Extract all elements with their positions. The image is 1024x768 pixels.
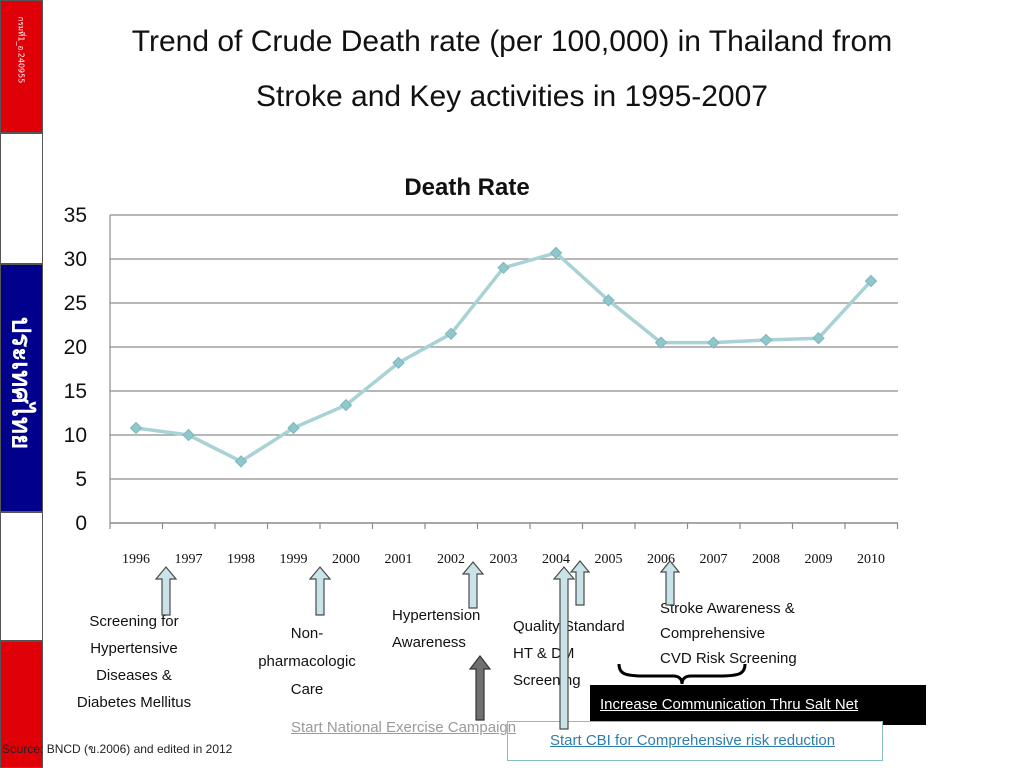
data-point-marker [234, 455, 248, 468]
data-point-marker [392, 356, 405, 370]
y-tick-label: 5 [75, 468, 87, 491]
annotation-line: Care [290, 681, 324, 698]
flag-band-white-top [0, 133, 43, 264]
annotation-line: Diseases & [96, 667, 172, 684]
data-point-marker [339, 398, 353, 412]
x-axis-ticks: 1996 1997 1998 1999 2000 2001 2002 2003 2004 2005… [122, 552, 885, 567]
y-tick-label: 0 [75, 512, 87, 535]
annotation-line: Diabetes Mellitus [76, 694, 192, 711]
annotation-line: Stroke Awareness & [660, 600, 795, 617]
y-tick-label: 15 [64, 380, 87, 403]
x-tick-label: 2008 [752, 552, 780, 567]
annotation-line: Hypertensive [90, 640, 178, 657]
up-arrow-icon [462, 561, 484, 609]
x-axis [109, 215, 899, 529]
x-tick-label: 2001 [385, 552, 413, 567]
x-tick-label: 2007 [700, 552, 728, 567]
slide-title-line-1: Trend of Crude Death rate (per 100,000) … [131, 25, 893, 58]
cbi-banner: Start CBI for Comprehensive risk reducti… [507, 721, 883, 761]
annotation-line: Non- [290, 625, 324, 642]
annotation-line: CVD Risk Screening [660, 650, 797, 667]
x-tick-label: 2003 [490, 552, 518, 567]
thai-flag-sidebar: กรมที่1_อ.240955 ประเทศไทย [0, 0, 43, 768]
annotation-line: Hypertension [392, 607, 481, 624]
exercise-campaign-label: Start National Exercise Campaign [291, 719, 517, 736]
annotation-screening: Screening for Hypertensive Diseases & Di… [64, 608, 204, 716]
data-point-marker [707, 336, 720, 349]
death-rate-line [135, 251, 873, 464]
slide-title-line-2: Stroke and Key activities in 1995-2007 [256, 80, 768, 113]
y-tick-label: 10 [64, 424, 87, 447]
flag-band-red-top [0, 0, 43, 133]
x-tick-label: 2002 [437, 552, 465, 567]
x-tick-label: 1998 [227, 552, 255, 567]
curly-brace [617, 663, 747, 685]
x-tick-label: 2004 [542, 552, 570, 567]
up-arrow-icon [570, 560, 590, 606]
data-point-marker [812, 331, 825, 345]
data-point-marker [497, 261, 510, 275]
x-tick-label: 2000 [332, 552, 360, 567]
data-point-marker [444, 327, 458, 341]
slide-code: กรมที่1_อ.240955 [16, 16, 26, 84]
annotation-line: Screening for [89, 613, 179, 630]
chart-gridlines [110, 214, 898, 480]
data-point-marker [549, 246, 563, 260]
salt-net-banner: Increase Communication Thru Salt Net [590, 685, 926, 725]
annotation-stroke-awareness: Stroke Awareness & Comprehensive CVD Ris… [660, 596, 797, 671]
up-arrow-icon [309, 566, 331, 616]
annotation-line: pharmacologic [258, 653, 356, 670]
y-tick-label: 35 [64, 204, 87, 227]
data-point-marker [602, 294, 615, 307]
data-point-marker [129, 421, 143, 435]
annotation-line: Awareness [392, 634, 466, 651]
y-axis-ticks: 0 5 10 15 20 25 30 35 [64, 204, 87, 535]
annotation-hypertension-awareness: Hypertension Awareness [392, 602, 480, 656]
country-label: ประเทศไทย [5, 316, 36, 450]
data-point-marker [654, 336, 668, 349]
data-point-markers [129, 246, 878, 468]
x-tick-label: 1996 [122, 552, 150, 567]
up-arrow-dark-icon [469, 655, 491, 721]
data-point-marker [182, 428, 195, 442]
y-tick-label: 20 [64, 336, 87, 359]
annotation-line: Quality Standard [513, 618, 625, 635]
up-arrow-icon [553, 566, 575, 730]
y-tick-label: 30 [64, 248, 87, 271]
flag-band-blue [0, 264, 43, 512]
flag-band-white-bottom [0, 512, 43, 641]
source-note: Source: BNCD (ข.2006) and edited in 2012 [2, 742, 233, 756]
data-point-marker [287, 421, 300, 435]
annotation-line: Comprehensive [660, 625, 766, 642]
x-tick-label: 2009 [805, 552, 833, 567]
x-tick-label: 2005 [595, 552, 623, 567]
up-arrow-icon [660, 560, 680, 606]
chart-title: Death Rate [404, 174, 529, 201]
x-tick-label: 2010 [857, 552, 885, 567]
data-point-marker [759, 333, 773, 347]
data-point-marker [864, 274, 878, 288]
y-tick-label: 25 [64, 292, 87, 315]
annotation-non-pharmacologic: Non- pharmacologic Care [247, 620, 367, 704]
x-tick-label: 1999 [280, 552, 308, 567]
up-arrow-icon [155, 566, 177, 616]
slide-title: Trend of Crude Death rate (per 100,000) … [62, 14, 962, 124]
annotation-line: HT & DM [513, 645, 575, 662]
x-tick-label: 1997 [175, 552, 203, 567]
